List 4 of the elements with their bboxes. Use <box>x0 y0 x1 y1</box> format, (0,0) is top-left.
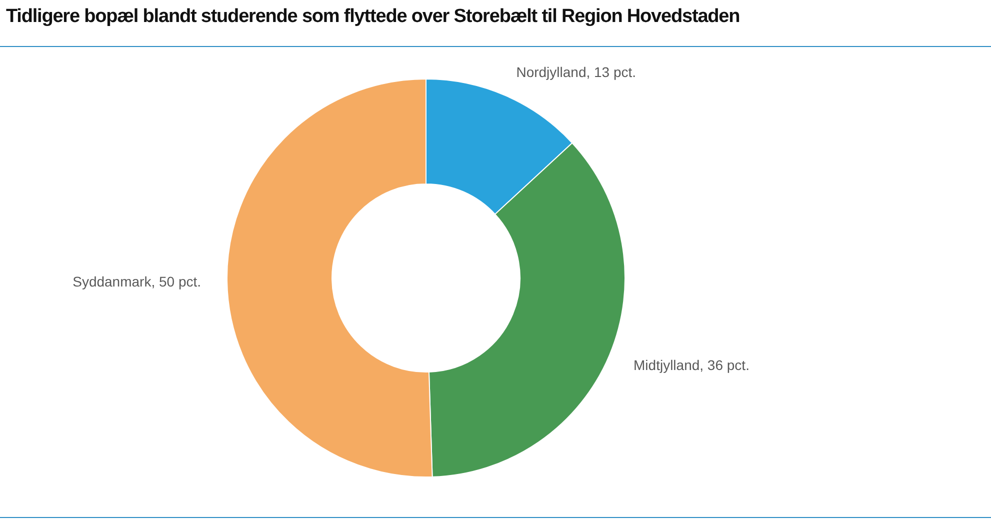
slice-label: Syddanmark, 50 pct. <box>72 274 202 290</box>
slice-label: Nordjylland, 13 pct. <box>516 64 636 80</box>
slice-label: Midtjylland, 36 pct. <box>634 356 750 373</box>
chart-title: Tidligere bopæl blandt studerende som flyttede over Storebælt til Region Hovedstaden <box>6 6 740 28</box>
